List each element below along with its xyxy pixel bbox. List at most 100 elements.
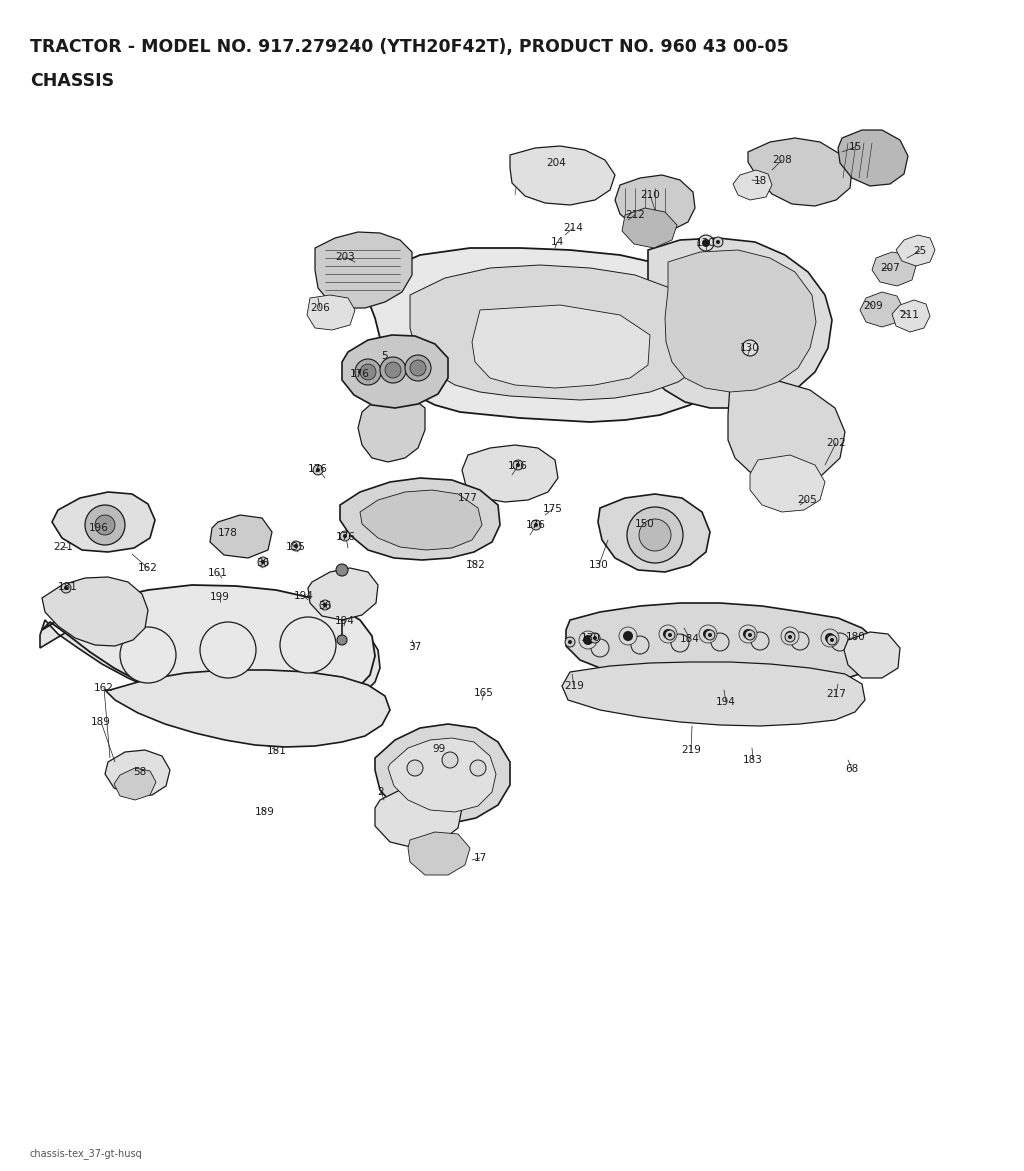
- Polygon shape: [365, 248, 745, 422]
- Circle shape: [702, 239, 710, 247]
- Text: 195: 195: [286, 542, 306, 552]
- Circle shape: [95, 515, 115, 535]
- Circle shape: [791, 632, 809, 650]
- Text: 176: 176: [308, 464, 328, 474]
- Text: 176: 176: [508, 461, 528, 471]
- Polygon shape: [388, 738, 496, 812]
- Circle shape: [748, 634, 752, 637]
- Circle shape: [743, 629, 753, 639]
- Polygon shape: [315, 232, 412, 308]
- Text: 211: 211: [899, 310, 919, 320]
- Text: 204: 204: [546, 158, 566, 167]
- Polygon shape: [307, 295, 355, 330]
- Circle shape: [63, 586, 68, 590]
- Text: 36: 36: [256, 559, 269, 568]
- Text: 58: 58: [133, 767, 146, 778]
- Text: chassis-tex_37-gt-husq: chassis-tex_37-gt-husq: [30, 1148, 142, 1159]
- Polygon shape: [896, 235, 935, 266]
- Circle shape: [708, 634, 712, 637]
- Circle shape: [280, 617, 336, 673]
- Circle shape: [742, 340, 758, 356]
- Circle shape: [358, 370, 362, 374]
- Text: 207: 207: [880, 263, 900, 273]
- Polygon shape: [105, 670, 390, 747]
- Text: 14: 14: [550, 237, 563, 247]
- Text: 68: 68: [846, 763, 859, 774]
- Circle shape: [442, 752, 458, 768]
- Text: 162: 162: [138, 563, 158, 573]
- Circle shape: [618, 626, 637, 645]
- Circle shape: [713, 237, 723, 247]
- Circle shape: [583, 635, 593, 645]
- Circle shape: [781, 626, 799, 645]
- Circle shape: [380, 357, 406, 383]
- Polygon shape: [342, 335, 449, 408]
- Polygon shape: [462, 445, 558, 502]
- Text: 180: 180: [846, 632, 866, 642]
- Text: 219: 219: [681, 745, 701, 755]
- Polygon shape: [838, 130, 908, 186]
- Text: 199: 199: [210, 593, 230, 602]
- Circle shape: [711, 634, 729, 651]
- Circle shape: [291, 541, 301, 552]
- Circle shape: [323, 603, 327, 607]
- Circle shape: [258, 557, 268, 567]
- Circle shape: [751, 632, 769, 650]
- Circle shape: [200, 622, 256, 678]
- Circle shape: [827, 635, 837, 645]
- Circle shape: [261, 560, 265, 564]
- Circle shape: [340, 530, 350, 541]
- Text: 130: 130: [582, 634, 601, 643]
- Text: 99: 99: [432, 744, 445, 754]
- Text: 130: 130: [740, 343, 760, 352]
- Polygon shape: [375, 724, 510, 824]
- Text: 189: 189: [91, 717, 111, 727]
- Circle shape: [360, 364, 376, 381]
- Polygon shape: [340, 478, 500, 560]
- Circle shape: [699, 625, 717, 643]
- Circle shape: [659, 625, 677, 643]
- Text: 212: 212: [625, 210, 645, 220]
- Polygon shape: [105, 749, 170, 796]
- Text: 5: 5: [382, 351, 388, 361]
- Circle shape: [406, 355, 431, 381]
- Text: 217: 217: [826, 689, 846, 699]
- Circle shape: [639, 519, 671, 552]
- Circle shape: [313, 465, 323, 475]
- Circle shape: [593, 636, 597, 641]
- Circle shape: [355, 359, 381, 385]
- Text: 176: 176: [336, 532, 356, 542]
- Circle shape: [705, 630, 715, 641]
- Text: 15: 15: [848, 142, 861, 152]
- Text: 221: 221: [53, 542, 73, 552]
- Circle shape: [785, 632, 795, 642]
- Polygon shape: [472, 304, 650, 388]
- Text: 194: 194: [294, 591, 314, 601]
- Circle shape: [821, 629, 839, 648]
- Circle shape: [534, 523, 538, 527]
- Text: 18: 18: [754, 176, 767, 186]
- Circle shape: [294, 545, 298, 548]
- Polygon shape: [733, 170, 772, 200]
- Text: 219: 219: [564, 682, 584, 691]
- Circle shape: [831, 634, 849, 651]
- Text: 177: 177: [458, 493, 478, 504]
- Polygon shape: [566, 603, 878, 689]
- Polygon shape: [40, 598, 380, 715]
- Text: 194: 194: [716, 697, 736, 707]
- Circle shape: [316, 468, 319, 472]
- Circle shape: [663, 629, 673, 639]
- Text: 189: 189: [255, 807, 274, 817]
- Circle shape: [336, 564, 348, 576]
- Circle shape: [785, 631, 795, 641]
- Text: 176: 176: [526, 520, 546, 530]
- Text: 209: 209: [863, 301, 883, 311]
- Text: TRACTOR - MODEL NO. 917.279240 (YTH20F42T), PRODUCT NO. 960 43 00-05: TRACTOR - MODEL NO. 917.279240 (YTH20F42…: [30, 37, 788, 56]
- Circle shape: [470, 760, 486, 776]
- Circle shape: [665, 630, 675, 641]
- Polygon shape: [375, 788, 462, 848]
- Text: 25: 25: [913, 246, 927, 256]
- Circle shape: [788, 635, 792, 639]
- Text: 203: 203: [335, 252, 355, 262]
- Polygon shape: [860, 292, 903, 327]
